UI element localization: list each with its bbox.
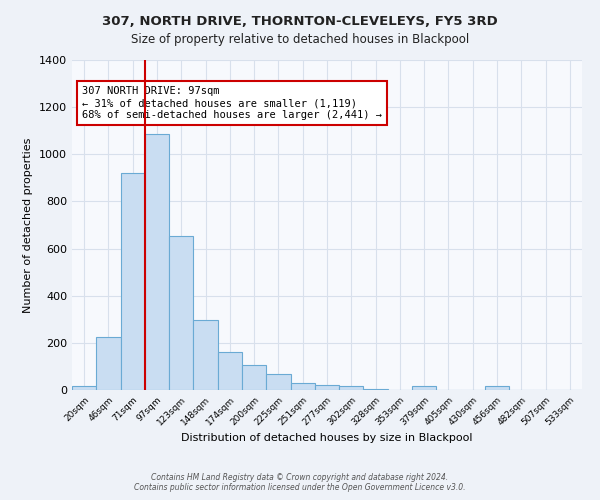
Bar: [72, 386, 96, 390]
Bar: [290, 383, 315, 390]
X-axis label: Distribution of detached houses by size in Blackpool: Distribution of detached houses by size …: [181, 432, 473, 442]
Bar: [242, 365, 266, 390]
Bar: [339, 386, 364, 390]
Bar: [218, 352, 242, 390]
Bar: [193, 320, 218, 390]
Text: Contains HM Land Registry data © Crown copyright and database right 2024.
Contai: Contains HM Land Registry data © Crown c…: [134, 473, 466, 492]
Y-axis label: Number of detached properties: Number of detached properties: [23, 138, 34, 312]
Text: 307 NORTH DRIVE: 97sqm
← 31% of detached houses are smaller (1,119)
68% of semi-: 307 NORTH DRIVE: 97sqm ← 31% of detached…: [82, 86, 382, 120]
Bar: [266, 374, 290, 390]
Bar: [364, 389, 388, 390]
Bar: [169, 236, 193, 390]
Bar: [96, 337, 121, 390]
Text: 307, NORTH DRIVE, THORNTON-CLEVELEYS, FY5 3RD: 307, NORTH DRIVE, THORNTON-CLEVELEYS, FY…: [102, 15, 498, 28]
Bar: [485, 386, 509, 390]
Bar: [412, 386, 436, 390]
Bar: [145, 134, 169, 390]
Text: Size of property relative to detached houses in Blackpool: Size of property relative to detached ho…: [131, 32, 469, 46]
Bar: [315, 386, 339, 390]
Bar: [121, 173, 145, 390]
